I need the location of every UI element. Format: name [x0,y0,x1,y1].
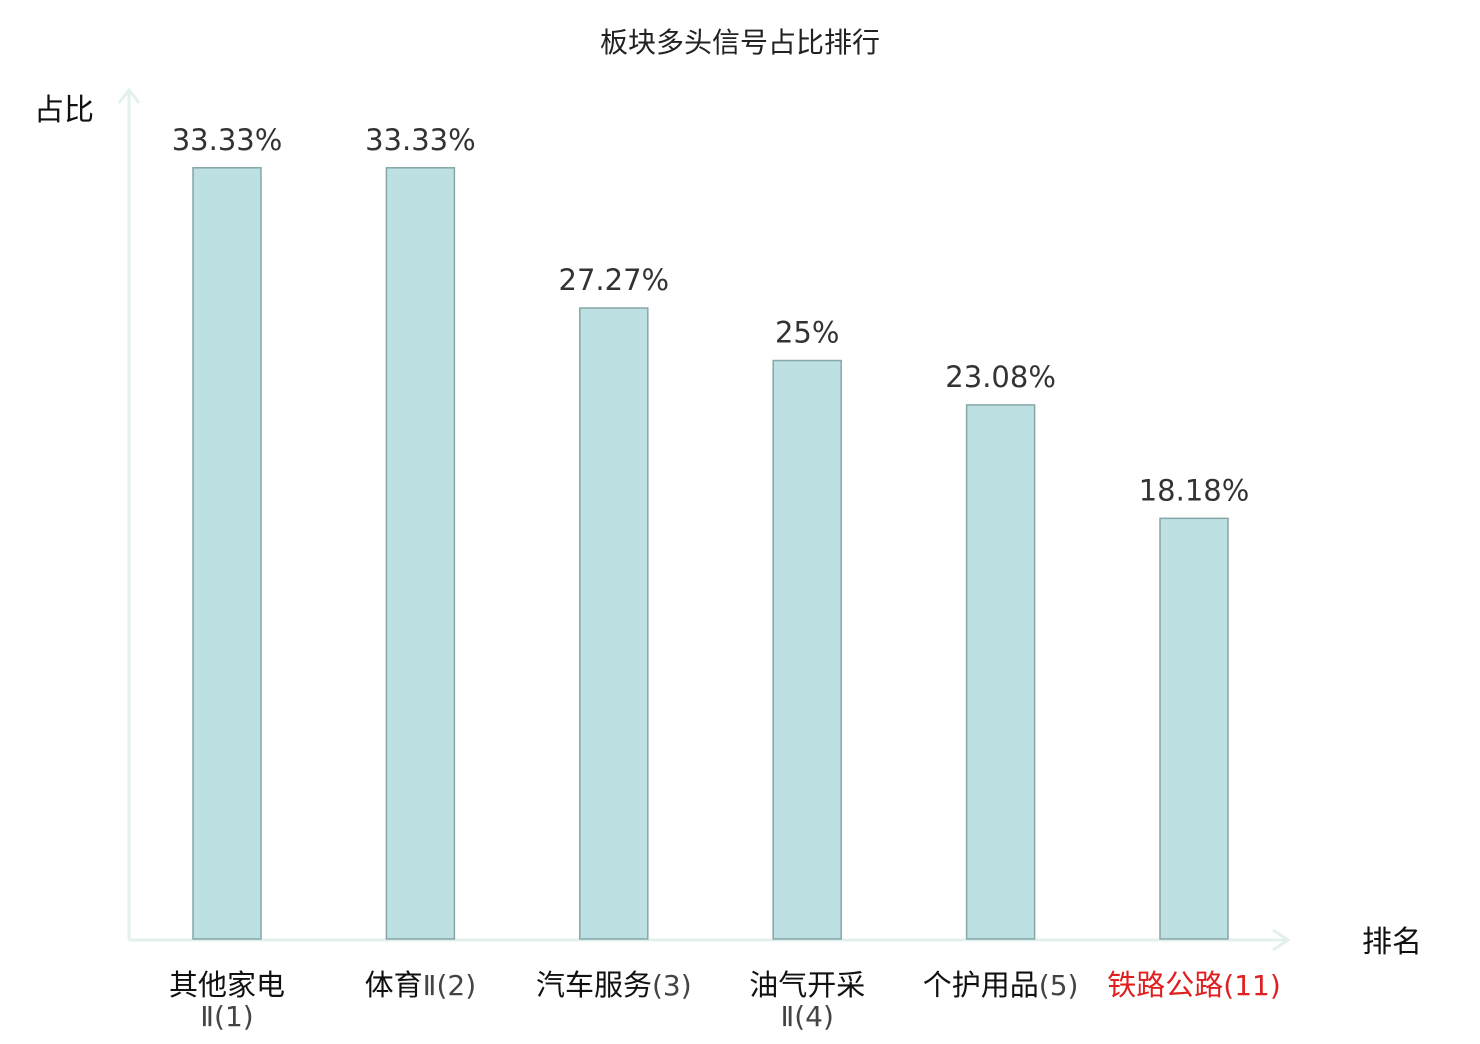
x-tick-label: 汽车服务(3) [536,968,692,1002]
bar-value-label: 33.33% [365,123,476,157]
x-tick-label: 体育Ⅱ(2) [365,968,476,1002]
x-tick-name: 铁路公路 [1107,968,1223,1002]
y-axis-label: 占比 [34,93,94,128]
x-tick-name: 汽车服务 [536,968,652,1002]
x-tick-rank: Ⅱ(2) [423,969,476,1002]
x-axis-arrow [1272,928,1291,952]
x-tick-rank: Ⅱ(4) [780,1000,833,1033]
x-tick-label: 油气开采 [749,968,865,1002]
x-tick-name: 体育 [365,968,423,1002]
bar [965,404,1036,940]
x-tick-label: 其他家电 [169,968,285,1002]
y-axis-arrow [117,87,141,104]
bar [192,167,262,940]
axes [117,87,1291,952]
bar [1159,517,1229,940]
bar [772,359,842,940]
bar-value-label: 25% [775,316,839,350]
x-axis-label: 排名 [1362,925,1422,960]
bar [579,307,649,940]
x-tick-rank: (11) [1223,969,1280,1002]
value-label-group: 33.33% 33.33% 27.27% 25% 23.08% 18.18% [172,123,1250,508]
x-tick-label: 个护用品(5) [923,968,1079,1002]
x-tick-rank: (3) [652,969,692,1002]
bar-group [192,167,1229,940]
x-tick-rank: (5) [1039,969,1079,1002]
chart-title: 板块多头信号占比排行 [600,26,880,59]
x-tick-name: 个护用品 [923,968,1039,1002]
x-tick-label: 铁路公路(11) [1107,968,1281,1002]
bar-value-label: 23.08% [945,360,1056,394]
bar-value-label: 27.27% [559,263,670,297]
x-tick-rank: Ⅱ(1) [200,1000,253,1033]
bar-value-label: 33.33% [172,123,283,157]
bar [385,167,456,940]
bar-value-label: 18.18% [1139,473,1250,507]
